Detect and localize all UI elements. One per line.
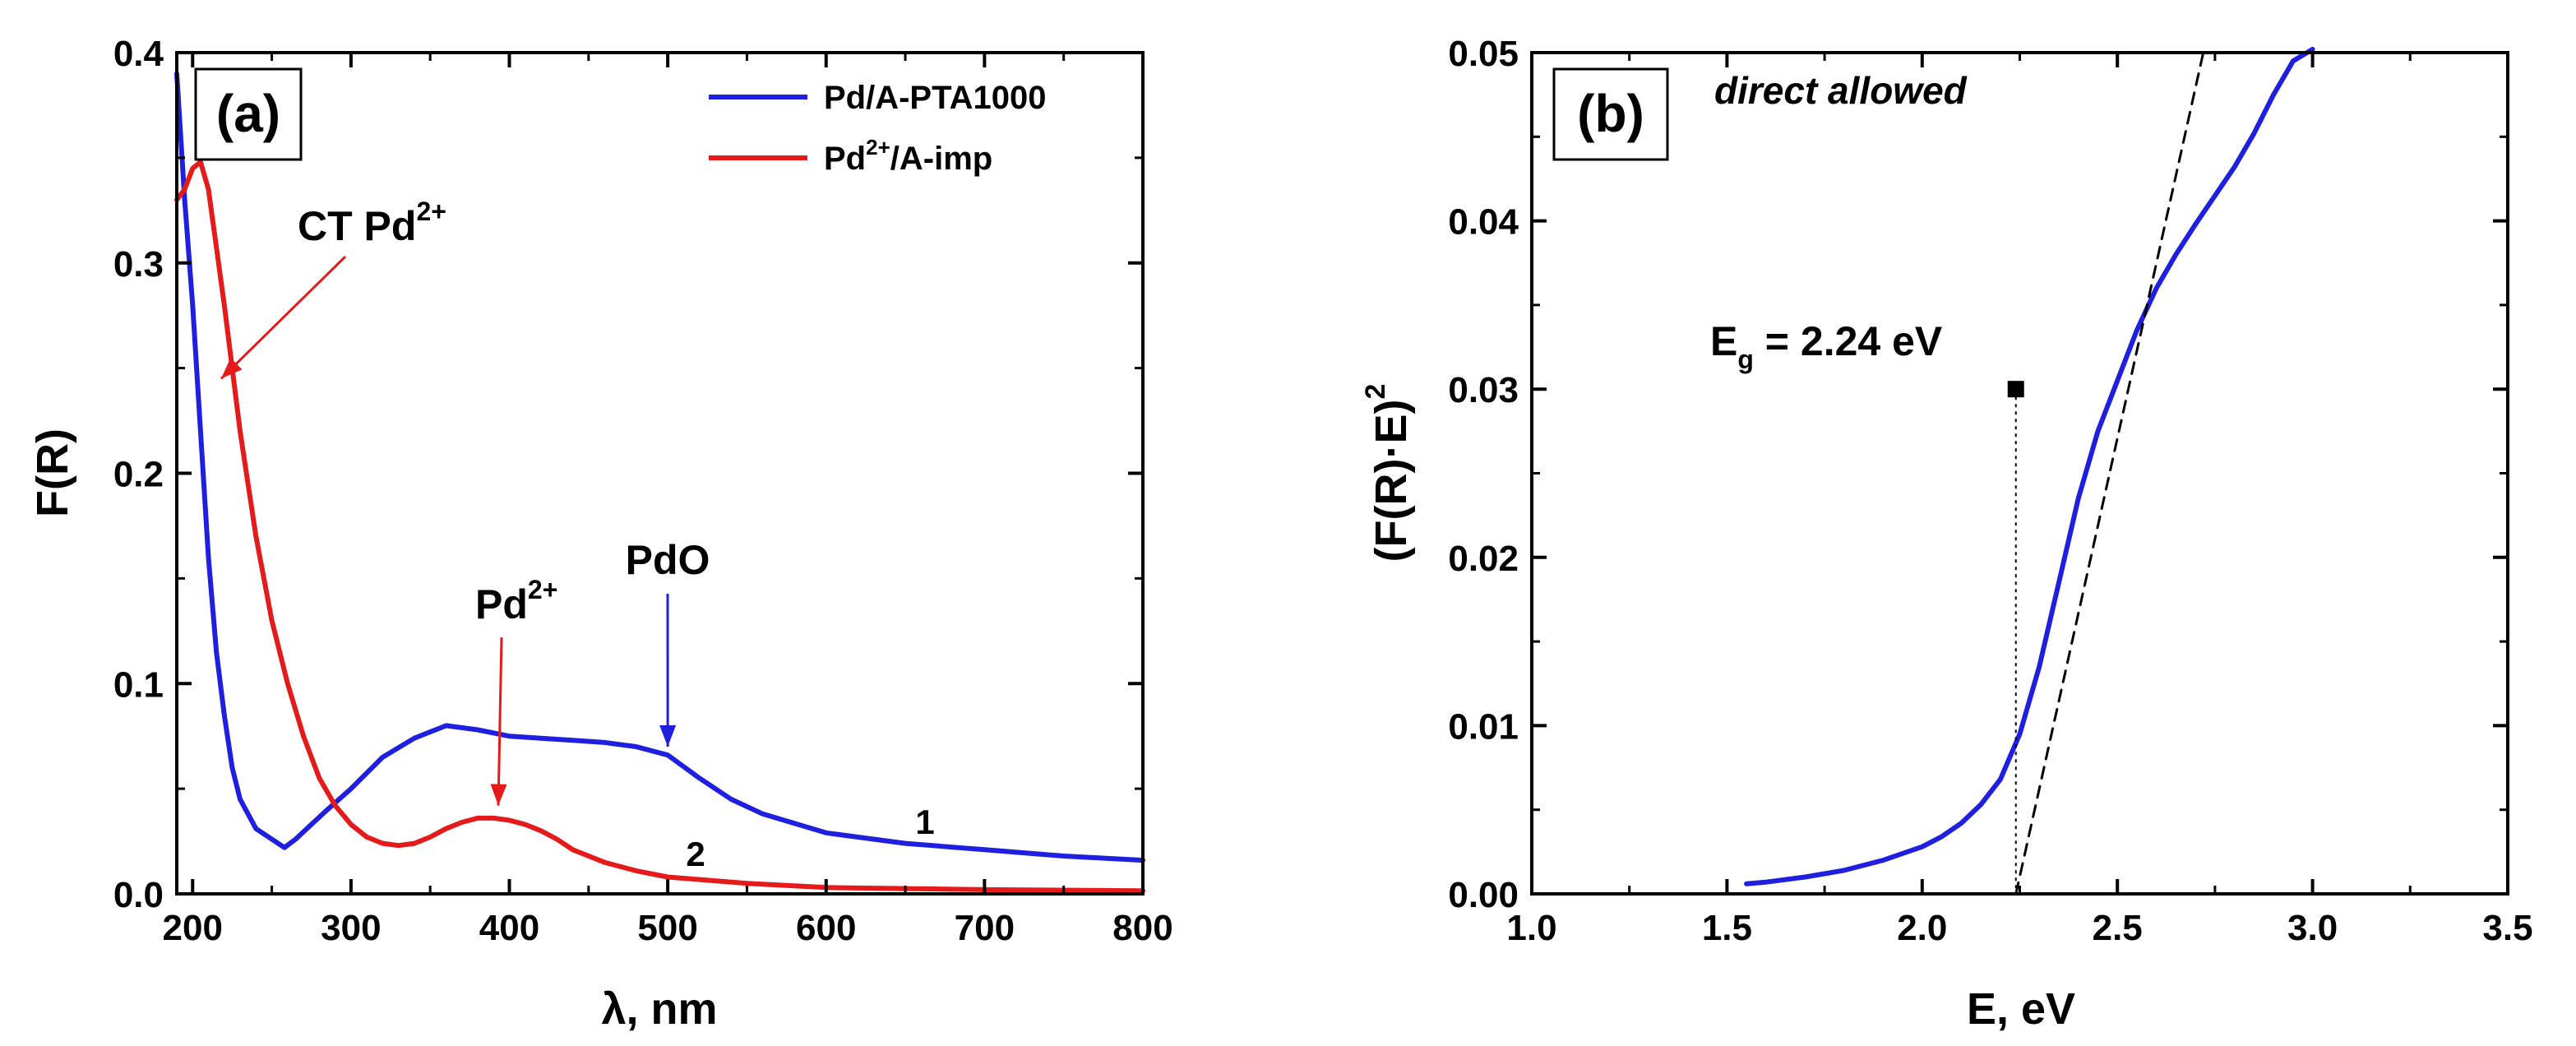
annotation-arrow-head bbox=[220, 358, 243, 379]
annotation-arrow-shaft bbox=[220, 255, 347, 380]
panel-a-label: (a) bbox=[216, 84, 280, 143]
series-line-1 bbox=[1744, 46, 2315, 886]
series-line-2 bbox=[2014, 51, 2205, 896]
y-tick-label: 0.00 bbox=[1448, 875, 1519, 915]
annotation-arrow-head bbox=[490, 784, 507, 806]
x-tick-label: 1.0 bbox=[1506, 908, 1556, 948]
panel-b-label-box bbox=[1552, 67, 1669, 161]
panel-b-y-axis-title-sup: 2 bbox=[1360, 384, 1391, 400]
eg-annotation-sub: g bbox=[1737, 345, 1754, 374]
annotation-arrow-shaft bbox=[497, 636, 503, 806]
annotation-pd2-main: Pd bbox=[475, 581, 528, 627]
y-tick-label: 0.0 bbox=[113, 875, 164, 915]
annotation-ct-pd2-sup: 2+ bbox=[416, 197, 446, 226]
x-tick-label: 800 bbox=[1112, 908, 1172, 948]
x-tick-label: 200 bbox=[163, 908, 223, 948]
x-tick-label: 1.5 bbox=[1702, 908, 1752, 948]
panel-a: 200 300 400 500 600 700 800 0.0 0.1 0.2 0.3 0.4 λ, … bbox=[28, 34, 1173, 1034]
panel-a-frame bbox=[175, 51, 1145, 896]
annotation-pd2-sup: 2+ bbox=[528, 575, 557, 604]
eg-point-marker bbox=[2007, 381, 2024, 398]
series-line-1 bbox=[174, 71, 1145, 863]
y-tick-label: 0.03 bbox=[1448, 370, 1519, 410]
y-tick-label: 0.2 bbox=[113, 455, 164, 495]
legend-label-series-2: Pd2+/A-imp bbox=[824, 135, 992, 177]
panel-a-legend: Pd/A-PTA1000 Pd2+/A-imp bbox=[709, 80, 1046, 177]
legend-label-series-1: Pd/A-PTA1000 bbox=[824, 80, 1046, 116]
panel-a-y-axis-title: F(R) bbox=[28, 428, 77, 517]
eg-annotation: Eg = 2.24 eV bbox=[1710, 318, 1943, 374]
eg-annotation-main: E bbox=[1710, 318, 1737, 364]
curve-label-2: 2 bbox=[686, 835, 705, 873]
x-tick-label: 600 bbox=[796, 908, 856, 948]
x-tick-label: 2.0 bbox=[1897, 908, 1947, 948]
panel-b-y-axis-title: (F(R)·E)2 bbox=[1360, 384, 1416, 562]
annotation-pd2: Pd2+ bbox=[475, 575, 557, 627]
panel-b-curves bbox=[1744, 46, 2315, 896]
panel-b-ticks: 1.0 1.5 2.0 2.5 3.0 3.5 0.00 0.01 0.02 0.03 0.04 0.… bbox=[1448, 34, 2532, 948]
series-line-2 bbox=[174, 160, 1145, 894]
panel-b-note: direct allowed bbox=[1714, 69, 1968, 112]
panel-b-frame bbox=[1530, 51, 2509, 896]
annotation-pdo: PdO bbox=[626, 537, 710, 583]
x-tick-label: 2.5 bbox=[2093, 908, 2143, 948]
y-tick-label: 0.02 bbox=[1448, 539, 1519, 579]
curve-label-1: 1 bbox=[915, 803, 934, 841]
legend-label-series-2-rest: /A-imp bbox=[890, 141, 992, 177]
panel-a-x-axis-title: λ, nm bbox=[601, 984, 717, 1034]
annotation-arrow-head bbox=[659, 724, 677, 747]
y-tick-label: 0.3 bbox=[113, 244, 164, 285]
legend-label-series-2-main: Pd bbox=[824, 141, 866, 177]
panel-b: 1.0 1.5 2.0 2.5 3.0 3.5 0.00 0.01 0.02 0.03 0.04 0.… bbox=[1360, 34, 2533, 1034]
x-tick-label: 3.5 bbox=[2482, 908, 2532, 948]
y-tick-label: 0.04 bbox=[1448, 202, 1519, 243]
y-tick-label: 0.4 bbox=[113, 34, 164, 74]
x-tick-label: 400 bbox=[479, 908, 539, 948]
panel-b-label: (b) bbox=[1577, 84, 1644, 143]
panel-a-annotation-arrows bbox=[220, 255, 677, 806]
panel-b-x-axis-title: E, eV bbox=[1967, 984, 2075, 1034]
x-tick-label: 700 bbox=[955, 908, 1015, 948]
panel-b-y-axis-title-main: (F(R)·E) bbox=[1367, 400, 1416, 562]
y-tick-label: 0.01 bbox=[1448, 706, 1519, 747]
y-tick-label: 0.05 bbox=[1448, 34, 1519, 74]
x-tick-label: 3.0 bbox=[2287, 908, 2338, 948]
panel-a-curves bbox=[174, 71, 1145, 894]
legend-label-series-2-sup: 2+ bbox=[866, 135, 890, 160]
annotation-ct-pd2: CT Pd2+ bbox=[298, 197, 446, 249]
eg-annotation-rest: = 2.24 eV bbox=[1754, 318, 1943, 364]
annotation-ct-pd2-main: CT Pd bbox=[298, 203, 416, 249]
y-tick-label: 0.1 bbox=[113, 664, 164, 705]
panel-b-eg-marker bbox=[2007, 381, 2024, 894]
x-tick-label: 300 bbox=[321, 908, 381, 948]
panel-a-label-box bbox=[194, 67, 303, 161]
panel-a-ticks: 200 300 400 500 600 700 800 0.0 0.1 0.2 0.3 0.4 bbox=[113, 34, 1173, 948]
x-tick-label: 500 bbox=[637, 908, 697, 948]
